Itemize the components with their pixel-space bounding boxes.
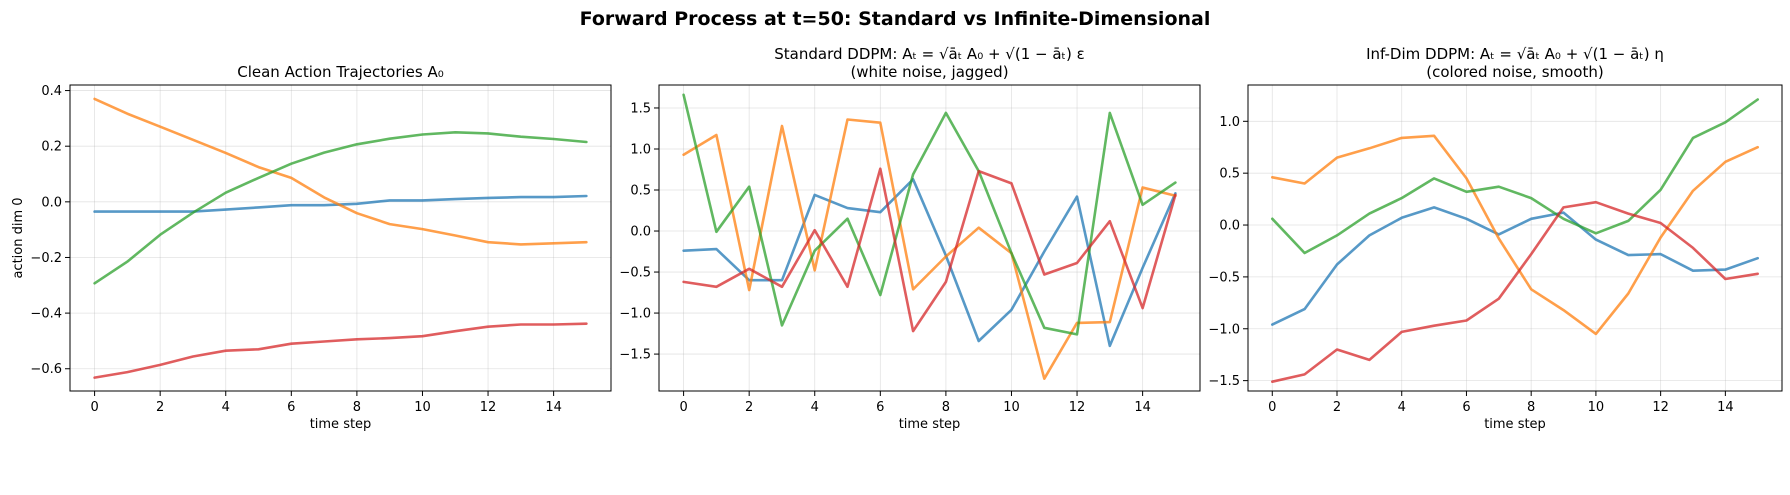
y-axis-label: action dim 0	[11, 197, 26, 278]
x-tick-label: 12	[1069, 400, 1086, 415]
x-tick-label: 2	[1333, 400, 1341, 415]
x-tick-label: 10	[1003, 400, 1020, 415]
plot-frame	[658, 84, 1201, 392]
x-tick-label: 4	[1398, 400, 1406, 415]
x-tick-label: 0	[1268, 400, 1276, 415]
y-tick-label: −1.0	[619, 307, 651, 322]
y-tick-label: −1.0	[1208, 322, 1240, 337]
series-line-1	[682, 178, 1177, 348]
x-tick-label: 12	[480, 400, 497, 415]
series-line-4	[682, 167, 1177, 333]
x-tick-label: 14	[1717, 400, 1734, 415]
series-line-4	[1271, 200, 1759, 384]
panel-title: Standard DDPM: Aₜ = √āₜ A₀ + √(1 − āₜ) ε	[774, 45, 1084, 63]
x-tick-label: 8	[942, 400, 950, 415]
y-tick-label: 0.0	[630, 225, 651, 240]
x-tick-label: 14	[1134, 400, 1151, 415]
x-tick-label: 10	[414, 400, 431, 415]
x-tick-label: 6	[287, 400, 295, 415]
x-tick-label: 6	[876, 400, 884, 415]
series-line-3	[682, 93, 1177, 336]
y-tick-label: −0.6	[30, 362, 62, 377]
x-tick-label: 10	[1588, 400, 1605, 415]
x-axis-label: time step	[310, 417, 372, 432]
x-axis-label: time step	[1484, 417, 1546, 432]
y-tick-label: −1.5	[1208, 374, 1240, 389]
y-tick-label: −0.4	[30, 307, 62, 322]
x-tick-label: 0	[679, 400, 687, 415]
y-tick-label: 1.0	[1219, 115, 1240, 130]
x-tick-label: 4	[222, 400, 230, 415]
y-tick-label: 0.5	[630, 184, 651, 199]
y-tick-label: −0.5	[1208, 270, 1240, 285]
x-tick-label: 0	[90, 400, 98, 415]
series-line-1	[1271, 206, 1759, 326]
x-tick-label: 8	[1527, 400, 1535, 415]
y-tick-label: −1.5	[619, 348, 651, 363]
x-axis-label: time step	[899, 417, 961, 432]
plot-frame	[69, 84, 612, 392]
chart-panel-1: 0 2 4 6 8 10 12 14 −0.6 −0.4 −0.2 0.0 0.2 0.4 time ste…	[11, 63, 612, 432]
series-line-4	[93, 322, 588, 379]
x-tick-label: 2	[156, 400, 164, 415]
y-tick-label: 0.0	[41, 195, 62, 210]
series-line-1	[93, 194, 588, 213]
x-tick-label: 6	[1462, 400, 1470, 415]
y-tick-label: 0.2	[41, 140, 62, 155]
y-tick-label: 0.0	[1219, 219, 1240, 234]
x-tick-label: 4	[811, 400, 819, 415]
y-tick-label: −0.5	[619, 266, 651, 281]
panel-subtitle: (colored noise, smooth)	[1426, 63, 1603, 81]
x-tick-label: 14	[545, 400, 562, 415]
chart-panel-2: 0 2 4 6 8 10 12 14 −1.5 −1.0 −0.5 0.0 0.5 1.0 1.5 time …	[619, 45, 1201, 432]
plot-frame	[1247, 84, 1783, 392]
series-line-2	[682, 118, 1177, 381]
y-tick-label: 0.4	[41, 84, 62, 99]
panel-subtitle: (white noise, jagged)	[850, 63, 1008, 81]
x-tick-label: 12	[1652, 400, 1669, 415]
x-tick-label: 8	[353, 400, 361, 415]
panel-title: Clean Action Trajectories A₀	[237, 63, 444, 81]
panel-title: Inf-Dim DDPM: Aₜ = √āₜ A₀ + √(1 − āₜ) η	[1366, 45, 1664, 63]
series-line-3	[1271, 98, 1759, 255]
y-tick-label: 1.5	[630, 101, 651, 116]
y-tick-label: 1.0	[630, 142, 651, 157]
chart-panel-3: 0 2 4 6 8 10 12 14 −1.5 −1.0 −0.5 0.0 0.5 1.0 time ste…	[1208, 45, 1783, 432]
chart-panels: 0 2 4 6 8 10 12 14 −0.6 −0.4 −0.2 0.0 0.2 0.4 time ste…	[11, 45, 1783, 432]
y-tick-label: −0.2	[30, 251, 62, 266]
series-line-3	[93, 131, 588, 285]
y-tick-label: 0.5	[1219, 167, 1240, 182]
series-line-2	[93, 97, 588, 246]
x-tick-label: 2	[745, 400, 753, 415]
series-line-2	[1271, 134, 1759, 336]
figure-suptitle: Forward Process at t=50: Standard vs Inf…	[580, 8, 1211, 30]
